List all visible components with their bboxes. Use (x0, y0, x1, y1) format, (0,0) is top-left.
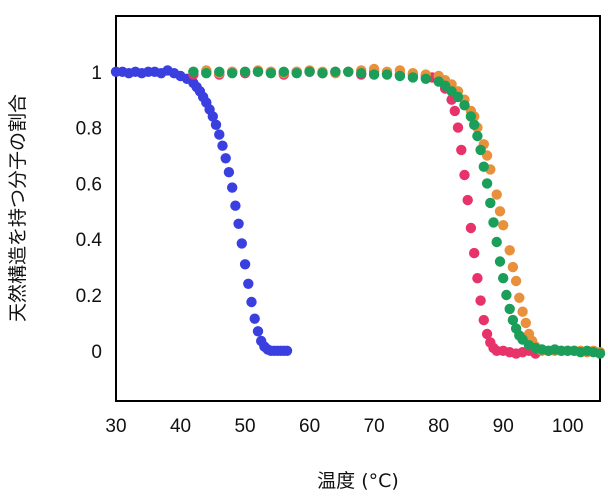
data-point (265, 68, 277, 79)
data-point (510, 275, 522, 287)
y-tick-label: 1 (91, 63, 102, 84)
data-point (420, 73, 431, 85)
data-point (214, 129, 225, 140)
data-point (481, 178, 493, 189)
data-point (330, 66, 341, 78)
data-point (214, 66, 225, 78)
data-point (491, 236, 502, 248)
data-point (227, 68, 238, 79)
data-point (472, 130, 483, 142)
series-4 (188, 66, 606, 359)
data-point (230, 200, 241, 211)
x-axis: 30 40 50 60 70 80 90 100 (105, 416, 583, 437)
data-point (188, 66, 199, 78)
data-point (504, 303, 515, 315)
x-tick-label: 100 (552, 416, 584, 437)
data-point (465, 222, 477, 234)
y-axis: 0 0.2 0.4 0.6 0.8 1 (76, 63, 103, 363)
data-point (452, 91, 464, 103)
x-axis-title: 温度 (°C) (317, 470, 399, 492)
data-point (494, 206, 506, 217)
data-point (520, 317, 531, 329)
data-point (343, 66, 354, 78)
data-point (488, 217, 499, 228)
x-tick-label: 90 (493, 416, 514, 437)
data-point (465, 111, 477, 122)
data-point (239, 259, 251, 270)
y-tick-label: 0 (91, 342, 102, 363)
data-point (594, 348, 606, 359)
data-point (304, 66, 315, 78)
data-point (469, 119, 480, 130)
data-point (514, 292, 525, 303)
y-tick-label: 0.4 (76, 230, 103, 251)
data-point (252, 326, 264, 337)
x-tick-label: 50 (234, 416, 255, 437)
x-tick-label: 80 (428, 416, 449, 437)
data-point (207, 111, 218, 122)
data-point (507, 314, 519, 326)
data-point (481, 328, 493, 340)
data-point (356, 68, 367, 79)
x-tick-label: 40 (170, 416, 191, 437)
data-point (233, 218, 244, 229)
data-point (462, 194, 473, 206)
x-tick-label: 70 (364, 416, 385, 437)
data-point (281, 345, 293, 356)
data-point (394, 70, 406, 82)
data-point (475, 295, 486, 306)
data-point (501, 289, 512, 301)
y-tick-label: 0.6 (76, 174, 102, 195)
data-point (278, 66, 289, 78)
data-point (220, 153, 231, 164)
data-point (201, 68, 212, 79)
data-point (449, 105, 460, 117)
data-point (469, 247, 480, 259)
series-1 (110, 65, 293, 356)
data-point (210, 119, 222, 130)
data-point (485, 197, 496, 209)
data-point (236, 238, 247, 249)
data-point (517, 306, 528, 317)
data-point (507, 261, 519, 273)
data-point (498, 220, 509, 231)
data-point (504, 245, 515, 256)
data-point (381, 69, 393, 80)
data-point (252, 66, 264, 78)
data-point (223, 167, 235, 178)
y-axis-title: 天然構造を持つ分子の割合 (7, 94, 29, 322)
data-point (478, 161, 489, 172)
data-point (475, 144, 486, 156)
data-point (456, 144, 467, 156)
y-tick-label: 0.8 (76, 119, 102, 140)
data-point (478, 314, 489, 326)
data-point (491, 189, 502, 200)
data-point (227, 182, 238, 193)
data-point (239, 66, 251, 78)
data-point (243, 278, 254, 289)
plot-area (110, 63, 606, 359)
data-point (472, 273, 483, 284)
data-point (291, 68, 302, 79)
data-point (217, 140, 228, 151)
data-point (317, 68, 328, 79)
data-point (498, 273, 509, 284)
y-tick-label: 0.2 (76, 286, 102, 307)
data-point (494, 256, 506, 267)
data-point (368, 69, 380, 80)
data-point (459, 169, 470, 181)
x-tick-label: 60 (299, 416, 320, 437)
x-tick-label: 30 (105, 416, 126, 437)
data-point (249, 313, 260, 324)
data-point (246, 296, 257, 308)
data-point (452, 122, 464, 133)
data-point (407, 72, 419, 83)
data-point (459, 100, 470, 111)
